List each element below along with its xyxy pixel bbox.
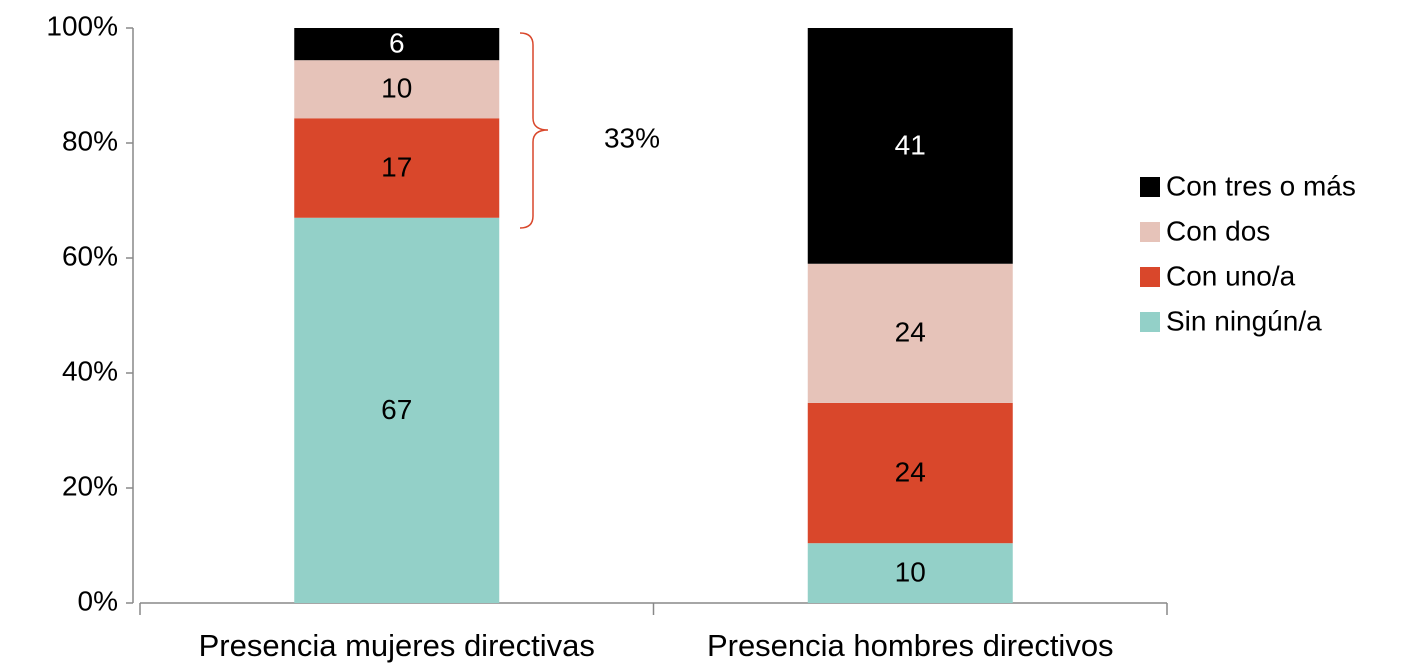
legend-label: Con tres o más — [1166, 170, 1356, 201]
bar-segment — [294, 28, 500, 61]
x-tick-label: Presencia mujeres directivas — [199, 628, 595, 663]
data-label: 24 — [895, 456, 926, 487]
legend-label: Sin ningún/a — [1166, 305, 1322, 336]
data-label: 10 — [381, 73, 412, 104]
data-label: 24 — [895, 317, 926, 348]
data-label: 67 — [381, 394, 412, 425]
bar-segment — [807, 402, 1013, 544]
bracket — [519, 32, 549, 229]
x-tick-label: Presencia hombres directivos — [707, 628, 1114, 663]
bar-segment — [807, 28, 1013, 264]
y-tick-label: 60% — [62, 240, 118, 271]
y-tick-label: 100% — [46, 10, 118, 41]
bar-segment — [807, 543, 1013, 603]
legend-label: Con uno/a — [1166, 260, 1296, 291]
legend-swatch — [1140, 312, 1160, 332]
legend-label: Con dos — [1166, 215, 1270, 246]
annotation: 33% — [604, 122, 660, 153]
y-tick-label: 40% — [62, 355, 118, 386]
y-tick-label: 20% — [62, 470, 118, 501]
legend-swatch — [1140, 222, 1160, 242]
legend-swatch — [1140, 177, 1160, 197]
bar-segment — [807, 263, 1013, 403]
y-tick-label: 0% — [78, 585, 118, 616]
data-label: 10 — [895, 556, 926, 587]
data-label: 41 — [895, 129, 926, 160]
data-label: 6 — [389, 27, 405, 58]
y-tick-label: 80% — [62, 125, 118, 156]
data-label: 17 — [381, 151, 412, 182]
bar-segment — [294, 217, 500, 603]
legend-swatch — [1140, 267, 1160, 287]
bar-segment — [294, 60, 500, 119]
bar-segment — [294, 118, 500, 218]
